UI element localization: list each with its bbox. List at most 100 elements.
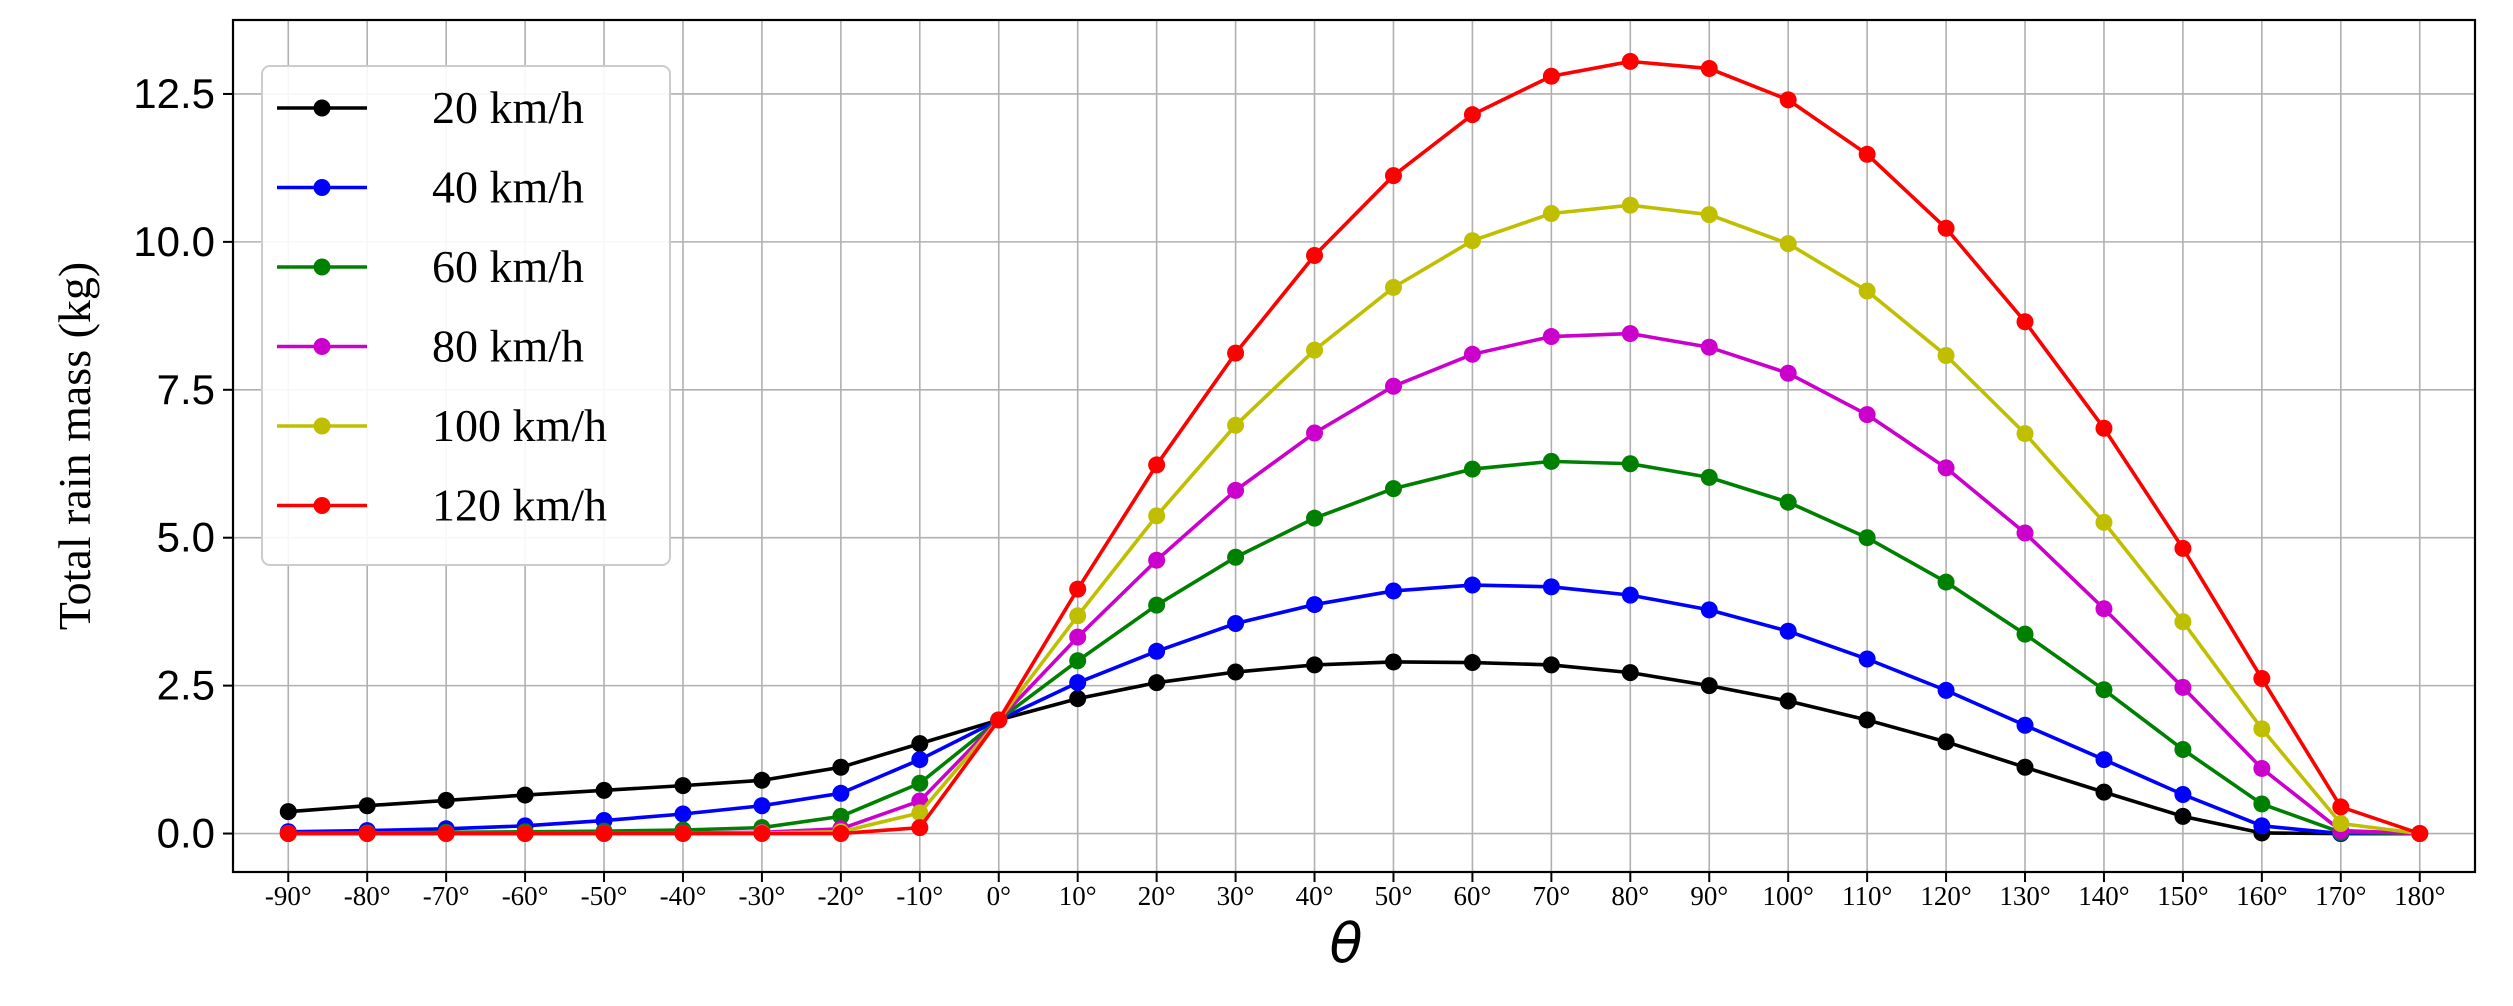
x-tick-label: 30° <box>1217 881 1255 911</box>
data-point <box>1858 650 1876 668</box>
legend-label: 20 km/h <box>432 82 584 133</box>
data-point <box>1779 364 1797 382</box>
legend-marker <box>313 497 331 514</box>
data-point <box>2174 785 2192 803</box>
data-point <box>1542 204 1560 222</box>
data-point <box>437 825 455 843</box>
data-point <box>1937 573 1955 591</box>
data-point <box>1937 219 1955 237</box>
data-point <box>674 777 692 795</box>
x-tick-label: 20° <box>1138 881 1176 911</box>
x-axis-label: θ <box>1329 912 1362 975</box>
data-point <box>1937 459 1955 477</box>
data-point <box>516 786 534 804</box>
data-point <box>1306 246 1324 264</box>
x-tick-label: -70° <box>423 881 470 911</box>
data-point <box>1384 480 1402 498</box>
x-tick-label: 100° <box>1763 881 1814 911</box>
x-tick-label: 130° <box>1999 881 2050 911</box>
data-point <box>1069 674 1087 692</box>
data-point <box>1306 509 1324 527</box>
legend-marker <box>313 179 331 196</box>
x-tick-label: -10° <box>896 881 943 911</box>
data-point <box>832 807 850 825</box>
legend-marker <box>313 417 331 435</box>
data-point <box>1779 622 1797 640</box>
data-point <box>2174 678 2192 696</box>
y-tick-label: 5.0 <box>157 514 215 561</box>
data-point <box>832 758 850 776</box>
data-point <box>1069 690 1087 708</box>
data-point <box>1227 663 1245 681</box>
x-tick-label: -40° <box>660 881 707 911</box>
legend-label: 40 km/h <box>432 162 584 213</box>
data-point <box>1700 60 1718 78</box>
data-point <box>2016 313 2034 331</box>
x-tick-label: 70° <box>1532 881 1570 911</box>
y-tick-label: 12.5 <box>133 70 215 117</box>
data-point <box>1779 692 1797 710</box>
data-point <box>753 797 771 815</box>
data-point <box>2253 817 2271 835</box>
data-point <box>1779 235 1797 253</box>
data-point <box>1463 576 1481 594</box>
series-group <box>279 52 2429 843</box>
x-tick-label: 10° <box>1059 881 1097 911</box>
data-point <box>1858 529 1876 547</box>
data-point <box>1227 481 1245 499</box>
legend-entry: 60 km/h <box>277 241 584 292</box>
data-point <box>2095 419 2113 437</box>
legend-label: 120 km/h <box>432 480 607 531</box>
data-point <box>1621 455 1639 473</box>
series <box>279 52 2429 843</box>
data-point <box>1463 345 1481 363</box>
data-point <box>1542 328 1560 346</box>
data-point <box>2016 625 2034 643</box>
series-line <box>288 59 2421 836</box>
data-point <box>990 711 1008 729</box>
data-point <box>2174 741 2192 759</box>
y-tick-label: 0.0 <box>157 810 215 857</box>
data-point <box>437 791 455 809</box>
series-line <box>288 459 2420 836</box>
legend-entry: 120 km/h <box>277 480 607 531</box>
data-point <box>1779 91 1797 109</box>
data-point <box>1227 615 1245 632</box>
x-tick-label: 50° <box>1375 881 1413 911</box>
data-point <box>1463 460 1481 478</box>
data-point <box>2095 600 2113 618</box>
data-point <box>1227 548 1245 566</box>
data-point <box>1306 424 1324 442</box>
x-tick-label: 150° <box>2157 881 2208 911</box>
data-point <box>2016 758 2034 776</box>
data-point <box>2174 539 2192 557</box>
data-point <box>1700 338 1718 356</box>
data-point <box>2174 807 2192 825</box>
data-point <box>1148 456 1166 474</box>
data-point <box>911 735 929 753</box>
data-point <box>1384 377 1402 395</box>
data-point <box>674 825 692 843</box>
x-tick-label: 140° <box>2078 881 2129 911</box>
x-tick-label: -20° <box>817 881 864 911</box>
data-point <box>279 825 297 843</box>
x-tick-label: -30° <box>739 881 786 911</box>
data-point <box>1700 601 1718 619</box>
data-point <box>911 751 929 769</box>
data-point <box>2253 670 2271 688</box>
data-point <box>1700 206 1718 224</box>
data-point <box>2253 720 2271 738</box>
data-point <box>1463 654 1481 672</box>
data-point <box>1858 282 1876 300</box>
data-point <box>1384 167 1402 185</box>
data-point <box>674 805 692 823</box>
data-point <box>1463 232 1481 250</box>
data-point <box>1384 653 1402 671</box>
data-point <box>1306 656 1324 674</box>
data-point <box>911 774 929 792</box>
data-point <box>1542 67 1560 85</box>
data-point <box>1858 145 1876 163</box>
data-point <box>1858 711 1876 729</box>
legend-marker <box>313 99 331 117</box>
data-point <box>832 784 850 802</box>
